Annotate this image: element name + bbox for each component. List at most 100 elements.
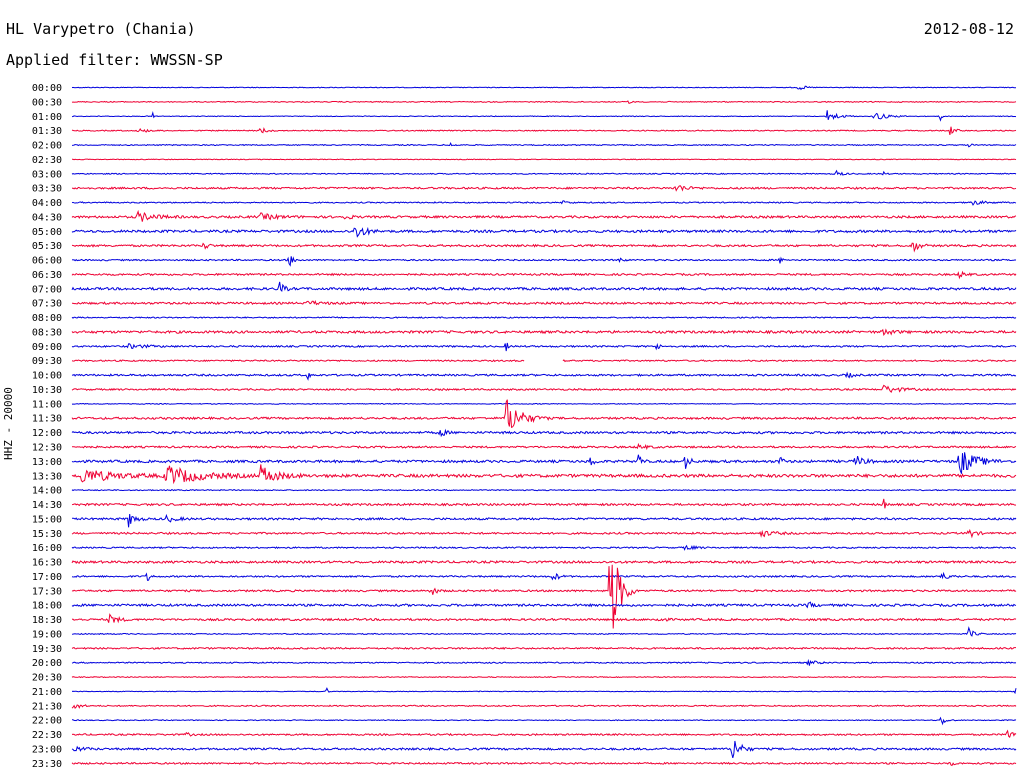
seismic-trace [71,559,1017,565]
time-label: 21:00 [32,687,62,698]
seismic-trace [71,342,1017,352]
seismic-trace [71,613,1017,624]
time-label: 09:00 [32,342,62,353]
seismic-trace [71,299,1017,306]
seismic-trace [71,740,1017,759]
time-label: 08:30 [32,327,62,338]
time-label: 03:00 [32,169,62,180]
time-label: 20:00 [32,658,62,669]
time-label: 09:30 [32,356,62,367]
seismic-trace [71,729,1017,738]
time-label: 13:00 [32,457,62,468]
time-label: 17:30 [32,586,62,597]
seismic-trace [71,316,1017,319]
seismic-trace [71,185,1017,192]
time-label: 14:30 [32,500,62,511]
time-label: 15:00 [32,514,62,525]
time-label: 19:00 [32,629,62,640]
seismic-trace [71,452,1017,474]
time-label: 10:00 [32,371,62,382]
time-label: 11:30 [32,414,62,425]
time-label: 22:30 [32,730,62,741]
seismic-trace [71,676,1016,679]
time-label: 08:00 [32,313,62,324]
seismic-trace [71,528,1017,539]
time-label: 13:30 [32,471,62,482]
time-label: 12:00 [32,428,62,439]
seismic-trace [71,384,1017,393]
time-label: 02:30 [32,155,62,166]
time-label: 00:30 [32,97,62,108]
seismic-trace [71,442,1017,451]
seismic-trace [71,601,1017,609]
seismic-trace [71,402,1017,405]
time-label: 19:30 [32,644,62,655]
time-label: 06:00 [32,256,62,267]
seismic-trace [71,209,1017,222]
time-label: 17:00 [32,572,62,583]
time-label: 21:30 [32,701,62,712]
seismic-trace [71,488,1017,492]
time-label: 20:30 [32,673,62,684]
time-label: 07:30 [32,299,62,310]
seismic-trace [71,464,1017,485]
time-label: 05:00 [32,227,62,238]
time-label: 15:30 [32,529,62,540]
time-label: 18:00 [32,601,62,612]
seismic-trace [71,100,1017,105]
seismic-trace [71,544,1017,551]
seismic-trace [71,371,1017,381]
seismic-trace [71,513,1017,528]
time-label: 12:30 [32,443,62,454]
seismic-trace [71,571,1017,581]
time-label: 16:00 [32,543,62,554]
seismic-trace [71,281,1017,292]
time-label: 01:30 [32,126,62,137]
date-label: 2012-08-12 [923,20,1014,38]
station-title: HL Varypetro (Chania) [6,20,196,38]
time-label: 23:00 [32,744,62,755]
time-label: 04:00 [32,198,62,209]
time-label: 00:00 [32,83,62,94]
seismic-trace [71,226,1017,238]
time-label: 06:30 [32,270,62,281]
seismic-trace [71,328,1017,336]
time-label: 07:00 [32,284,62,295]
seismic-trace [72,716,1017,726]
seismic-trace [71,626,1017,637]
time-label: 14:00 [32,486,62,497]
seismic-trace [71,85,1017,91]
seismic-trace [71,270,1017,280]
time-label: 05:30 [32,241,62,252]
seismic-trace [71,199,1017,206]
seismic-trace [71,687,1017,695]
time-label: 01:00 [32,112,62,123]
time-label: 22:00 [32,716,62,727]
filter-label: Applied filter: WWSSN-SP [6,51,223,69]
seismic-trace [71,564,1017,629]
seismic-trace [71,761,1017,767]
time-label: 11:00 [32,399,62,410]
seismic-trace [71,498,1017,509]
seismic-trace [71,169,1017,176]
time-label: 10:30 [32,385,62,396]
time-label: 02:00 [32,141,62,152]
seismic-trace [71,242,1017,253]
seismic-trace [72,158,1017,161]
seismic-trace [71,428,1017,438]
time-label: 18:30 [32,615,62,626]
seismic-trace [71,359,1017,363]
seismic-trace [71,704,1017,709]
seismic-trace [71,126,1017,136]
time-label: 04:30 [32,212,62,223]
seismic-trace [71,399,1017,428]
seismic-trace [71,110,1017,122]
seismic-trace [71,646,1016,650]
seismic-trace [71,256,1017,267]
time-label: 23:30 [32,759,62,770]
time-label: 03:30 [32,184,62,195]
time-label: 16:30 [32,558,62,569]
seismic-trace [71,658,1017,666]
seismic-trace [71,141,1017,148]
